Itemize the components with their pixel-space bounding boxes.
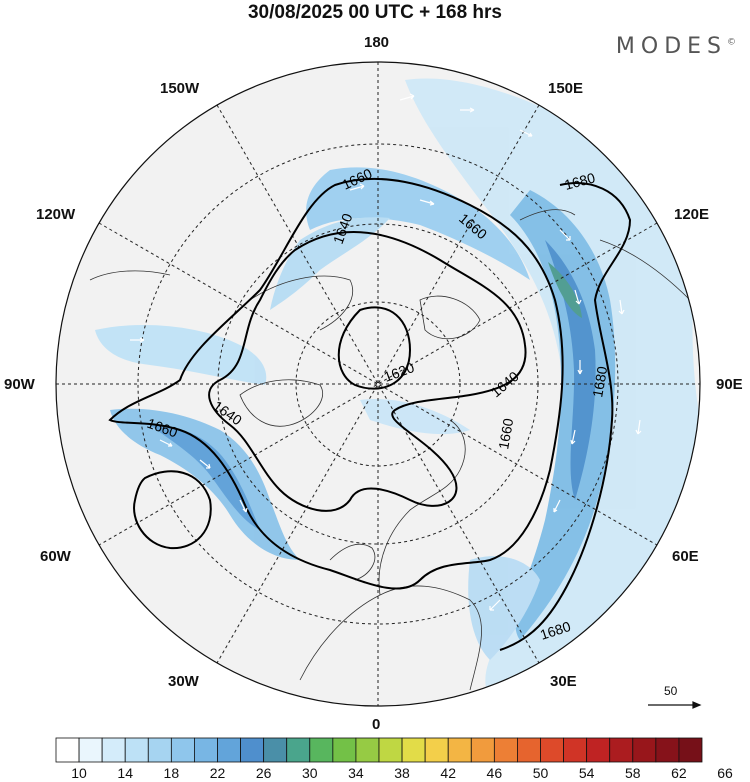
colorbar-tick-label: 50: [532, 765, 549, 781]
colorbar-tick-label: 66: [717, 765, 733, 781]
geopotential-contours: [108, 177, 632, 651]
contour-1660-loop: [133, 470, 212, 550]
map-title: 30/08/2025 00 UTC + 168 hrs: [247, 2, 503, 23]
colorbar-tick-label: 62: [671, 765, 687, 781]
coastlines: [89, 209, 691, 691]
lon-label-120w: 120W: [36, 206, 76, 223]
contour-label-1660-c: 1660: [495, 417, 516, 451]
contour-label-1680-b: 1680: [589, 365, 610, 399]
lon-label-120e: 120E: [674, 206, 710, 223]
lon-label-150w: 150W: [160, 80, 200, 97]
colorbar-tick-label: 14: [117, 765, 133, 781]
contour-1660: [108, 177, 564, 590]
lon-label-150e: 150E: [548, 80, 584, 97]
lon-label-60w: 60W: [40, 548, 71, 565]
lon-label-30w: 30W: [168, 673, 199, 690]
colorbar-tick-label: 58: [624, 765, 641, 781]
contour-label-1680-a: 1680: [563, 169, 597, 193]
colorbar-tick-label: 34: [348, 765, 364, 781]
map-border: [55, 61, 701, 707]
wind-reference-arrow: [648, 701, 702, 709]
colorbar-tick-label: 18: [163, 765, 180, 781]
contour-1640: [208, 230, 527, 512]
colorbar-tick-label: 30: [301, 765, 318, 781]
wind-vectors: [130, 93, 642, 611]
graticule: [56, 62, 700, 706]
colorbar-tick-label: 22: [209, 765, 226, 781]
colorbar-tick-label: 10: [71, 765, 87, 781]
lon-label-60e: 60E: [672, 548, 699, 565]
map-disk: [56, 62, 700, 706]
colorbar-tick-label: 54: [578, 765, 595, 781]
brand-name: MODES: [615, 34, 727, 59]
contour-1680: [499, 182, 632, 651]
lon-label-90e: 90E: [716, 376, 743, 393]
colorbar-tick-label: 46: [486, 765, 503, 781]
contour-1620: [337, 306, 412, 390]
modes-logo: MODES©: [615, 34, 736, 59]
wind-reference-value: 50: [664, 684, 678, 698]
lon-label-180: 180: [364, 34, 390, 51]
colorbar-tick-label: 38: [394, 765, 410, 781]
lon-label-0: 0: [372, 716, 381, 733]
lon-label-30e: 30E: [550, 673, 577, 690]
wind-speed-shading: [95, 78, 700, 701]
colorbar-tick-label: 42: [440, 765, 456, 781]
lon-label-90w: 90W: [4, 376, 35, 393]
colorbar-tick-label: 26: [255, 765, 272, 781]
